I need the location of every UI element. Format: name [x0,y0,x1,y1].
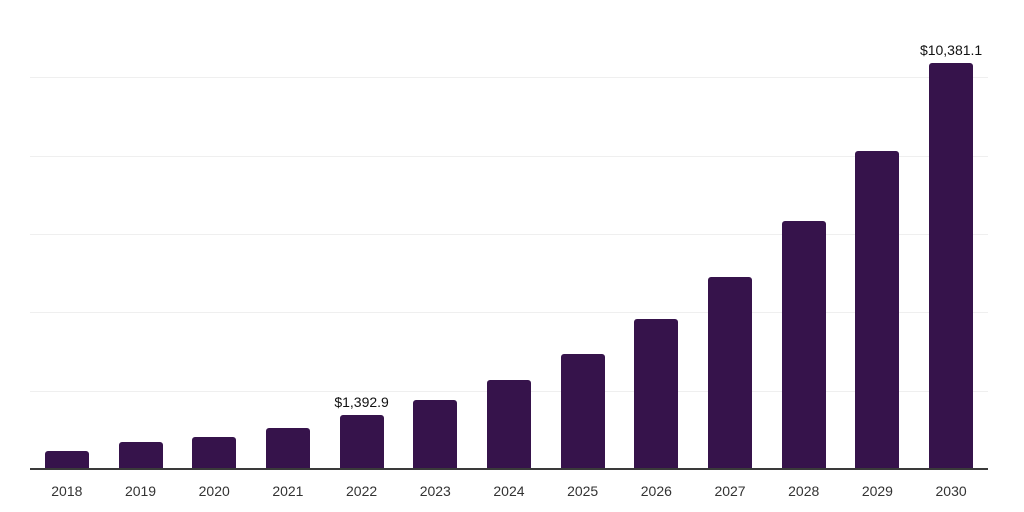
bar-slot [30,0,104,470]
bar-2028 [781,221,826,470]
bar-slot [472,0,546,470]
x-tick-2030: 2030 [935,483,967,499]
gridline-8000 [30,155,988,157]
bar-2018 [44,451,89,470]
bar-2026 [634,319,679,470]
bar-2020 [192,436,237,470]
bar-2030 [929,63,974,470]
gridline-4000 [30,312,988,314]
x-tick-2025: 2025 [567,483,599,499]
x-tick-2029: 2029 [861,483,893,499]
x-tick-2022: 2022 [346,483,378,499]
bar-2025 [560,353,605,470]
x-tick-2019: 2019 [124,483,157,499]
x-axis-labels: 2018 2019 2020 2021 2022 2023 2024 2025 2026 2027… [30,470,988,499]
x-tick-2028: 2028 [788,483,820,499]
gridline-6000 [30,234,988,235]
x-tick-2023: 2023 [419,483,451,499]
bar-slot [767,0,841,470]
x-tick-2020: 2020 [198,483,230,499]
bar-2019 [118,442,163,470]
x-tick-2026: 2026 [640,483,672,499]
bar-slot [546,0,620,470]
bar-2027 [708,276,753,470]
bar-2024 [486,379,531,470]
plot-area: $1,392.9 $10,381.1 [30,0,988,470]
bar-slot [251,0,325,470]
bar-slot [398,0,472,470]
x-tick-2021: 2021 [272,483,304,499]
x-tick-2024: 2024 [493,483,525,499]
bar-value-label-2030: $10,381.1 [919,42,983,59]
x-tick-2027: 2027 [714,483,746,499]
bar-slot [177,0,251,470]
bar-2023 [413,399,458,470]
x-tick-2018: 2018 [51,483,83,499]
bar-2022 [339,415,384,470]
gridline-10000 [30,77,988,79]
bar-slot [104,0,178,470]
bar-slot: $1,392.9 [325,0,399,470]
bar-2029 [855,151,900,470]
bar-value-label-2022: $1,392.9 [334,394,389,411]
bar-slot [693,0,767,470]
bar-slot [620,0,694,470]
bar-slot [841,0,915,470]
x-axis-line [30,468,988,470]
bar-2021 [265,427,310,470]
bars-row: $1,392.9 $10,381.1 [30,0,988,470]
bar-slot: $10,381.1 [914,0,988,470]
